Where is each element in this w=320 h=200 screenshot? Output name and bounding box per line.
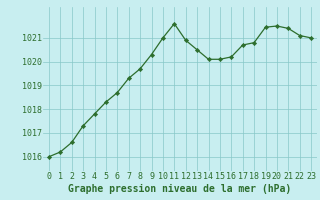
X-axis label: Graphe pression niveau de la mer (hPa): Graphe pression niveau de la mer (hPa)	[68, 184, 292, 194]
